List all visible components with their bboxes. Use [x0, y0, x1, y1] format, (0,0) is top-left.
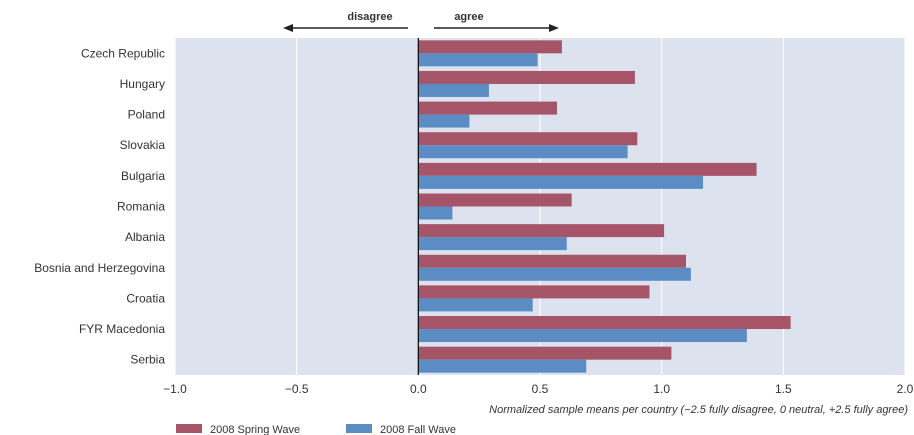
bar-fall-wave: [418, 83, 489, 97]
legend-label-fall: 2008 Fall Wave: [380, 424, 456, 435]
x-tick-label: 1.0: [653, 382, 670, 396]
bar-fall-wave: [418, 145, 628, 159]
bar-spring-wave: [418, 40, 562, 54]
x-tick-label: 0.5: [532, 382, 549, 396]
agree-arrowhead: [549, 24, 559, 32]
category-label: Croatia: [126, 291, 165, 305]
legend-swatch-fall: [346, 424, 372, 433]
x-tick-label: 2.0: [897, 382, 914, 396]
category-label: Romania: [117, 200, 165, 214]
x-tick-label: −1.0: [163, 382, 187, 396]
category-label: Poland: [128, 108, 165, 122]
category-label: Czech Republic: [81, 46, 165, 60]
bar-fall-wave: [418, 206, 453, 220]
bar-fall-wave: [418, 53, 538, 67]
category-label: Albania: [125, 230, 165, 244]
x-tick-label: −0.5: [285, 382, 309, 396]
category-label: Serbia: [130, 353, 165, 367]
legend: 2008 Spring Wave 2008 Fall Wave: [176, 424, 456, 435]
bar-fall-wave: [418, 329, 747, 343]
direction-arrows: disagree agree: [283, 11, 559, 32]
x-tick-label: 1.5: [775, 382, 792, 396]
bar-spring-wave: [418, 132, 638, 146]
category-label: Bosnia and Herzegovina: [34, 261, 165, 275]
disagree-arrowhead: [283, 24, 293, 32]
bar-spring-wave: [418, 285, 650, 299]
bar-spring-wave: [418, 346, 672, 360]
bar-spring-wave: [418, 224, 665, 238]
bar-fall-wave: [418, 359, 587, 373]
bars: [418, 40, 791, 373]
legend-label-spring: 2008 Spring Wave: [210, 424, 300, 435]
bar-fall-wave: [418, 237, 567, 251]
bar-fall-wave: [418, 298, 533, 312]
bar-spring-wave: [418, 101, 558, 115]
bar-fall-wave: [418, 175, 704, 189]
category-label: Slovakia: [120, 138, 166, 152]
category-label: Hungary: [120, 77, 165, 91]
x-tick-labels: −1.0 −0.5 0.0 0.5 1.0 1.5 2.0: [163, 382, 914, 396]
bar-spring-wave: [418, 193, 572, 207]
bar-spring-wave: [418, 162, 757, 176]
category-labels: Czech Republic Hungary Poland Slovakia Bulga…: [34, 46, 165, 366]
bar-spring-wave: [418, 254, 686, 268]
agree-label: agree: [454, 11, 483, 23]
x-tick-label: 0.0: [410, 382, 427, 396]
category-label: FYR Macedonia: [79, 322, 165, 336]
bar-spring-wave: [418, 316, 791, 330]
x-axis-title: Normalized sample means per country (−2.…: [489, 404, 908, 416]
disagree-label: disagree: [347, 11, 392, 23]
bar-fall-wave: [418, 267, 691, 281]
legend-swatch-spring: [176, 424, 202, 433]
bar-spring-wave: [418, 70, 635, 84]
category-label: Bulgaria: [121, 169, 165, 183]
bar-fall-wave: [418, 114, 470, 128]
